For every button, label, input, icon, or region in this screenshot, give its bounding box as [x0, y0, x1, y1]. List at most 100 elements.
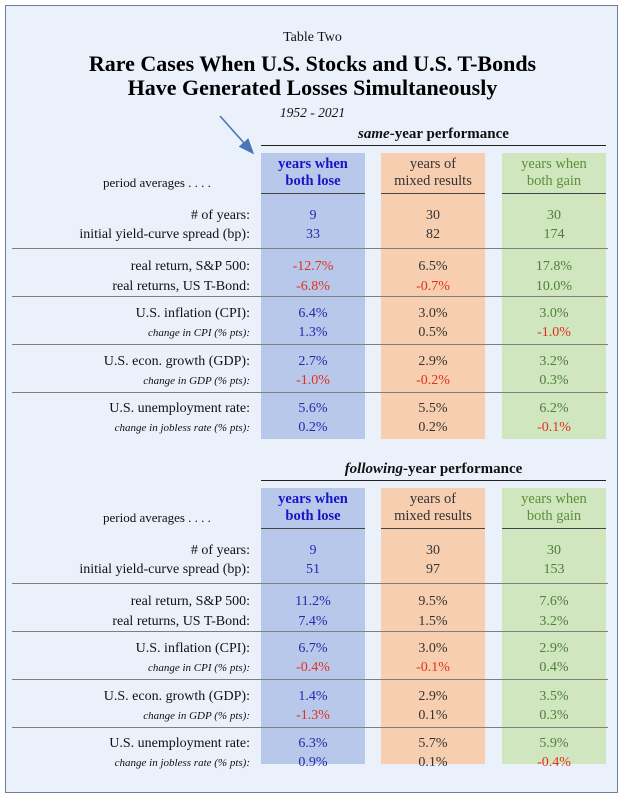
- row-label: change in CPI (% pts):: [147, 662, 250, 674]
- pointer-arrow-icon: [219, 115, 255, 155]
- cell-value: 1.3%: [298, 325, 328, 340]
- cell-value: 0.1%: [418, 708, 448, 723]
- section-title: same-year performance: [261, 126, 606, 146]
- row-separator: [12, 296, 608, 297]
- cell-value: 0.3%: [539, 708, 569, 723]
- cell-value: 6.2%: [539, 401, 569, 416]
- column-bg-1: [261, 488, 365, 764]
- cell-value: 0.5%: [418, 325, 448, 340]
- cell-value: -0.7%: [416, 279, 450, 294]
- cell-value: 51: [306, 562, 320, 577]
- column-header-2: years of mixed results: [381, 156, 485, 190]
- cell-value: 3.2%: [539, 354, 569, 369]
- cell-value: 0.2%: [298, 420, 328, 435]
- row-label: change in jobless rate (% pts):: [114, 422, 250, 434]
- cell-value: 2.9%: [539, 641, 569, 656]
- column-bg-2: [381, 488, 485, 764]
- cell-value: -0.1%: [416, 660, 450, 675]
- row-label: # of years:: [190, 208, 250, 223]
- cell-value: 30: [547, 543, 561, 558]
- cell-value: 0.9%: [298, 755, 328, 770]
- cell-value: -0.4%: [296, 660, 330, 675]
- column-header-line2: both gain: [526, 173, 582, 189]
- row-separator: [12, 248, 608, 249]
- row-label: U.S. unemployment rate:: [109, 736, 250, 751]
- cell-value: -1.3%: [296, 708, 330, 723]
- column-header-line1: years when: [278, 491, 348, 507]
- column-header-2: years of mixed results: [381, 491, 485, 525]
- section-title-rest: -year performance: [403, 461, 523, 477]
- row-separator: [12, 392, 608, 393]
- column-header-line2: mixed results: [394, 508, 472, 524]
- column-header-line1: years of: [409, 156, 457, 172]
- cell-value: 6.3%: [298, 736, 328, 751]
- cell-value: 153: [543, 562, 565, 577]
- year-range: 1952 - 2021: [279, 105, 346, 120]
- cell-value: 11.2%: [295, 594, 331, 609]
- column-header-line2: both gain: [526, 508, 582, 524]
- column-header-underline: [381, 528, 485, 529]
- period-averages-label: period averages . . . .: [103, 510, 211, 525]
- cell-value: 1.4%: [298, 689, 328, 704]
- cell-value: 0.4%: [539, 660, 569, 675]
- cell-value: -0.1%: [537, 420, 571, 435]
- column-header-1: years when both lose: [261, 491, 365, 525]
- cell-value: -12.7%: [292, 259, 334, 274]
- cell-value: 7.4%: [298, 614, 328, 629]
- cell-value: 2.9%: [418, 689, 448, 704]
- page-title-line1: Rare Cases When U.S. Stocks and U.S. T-B…: [88, 51, 537, 76]
- page-title-line2: Have Generated Losses Simultaneously: [127, 75, 498, 100]
- table-label: Table Two: [283, 30, 342, 45]
- column-header-line2: mixed results: [394, 173, 472, 189]
- cell-value: 5.6%: [298, 401, 328, 416]
- period-averages-label: period averages . . . .: [103, 175, 211, 190]
- column-header-underline: [502, 193, 606, 194]
- cell-value: 33: [306, 227, 320, 242]
- column-header-3: years when both gain: [502, 491, 606, 525]
- cell-value: -0.2%: [416, 373, 450, 388]
- cell-value: 174: [543, 227, 565, 242]
- cell-value: 0.3%: [539, 373, 569, 388]
- cell-value: 1.5%: [418, 614, 448, 629]
- cell-value: 3.0%: [418, 306, 448, 321]
- cell-value: 82: [426, 227, 440, 242]
- table-page: Table Two Rare Cases When U.S. Stocks an…: [5, 5, 618, 793]
- column-header-line2: both lose: [285, 508, 341, 524]
- column-header-line2: both lose: [285, 173, 341, 189]
- cell-value: 30: [426, 208, 440, 223]
- row-label: U.S. econ. growth (GDP):: [103, 354, 250, 369]
- cell-value: 0.2%: [418, 420, 448, 435]
- row-label: U.S. unemployment rate:: [109, 401, 250, 416]
- section-title-emphasis: following: [344, 461, 404, 477]
- section-title: following-year performance: [261, 461, 606, 481]
- cell-value: 2.9%: [418, 354, 448, 369]
- row-label: change in CPI (% pts):: [147, 327, 250, 339]
- row-label: real return, S&P 500:: [130, 594, 250, 609]
- cell-value: 3.5%: [539, 689, 569, 704]
- column-header-1: years when both lose: [261, 156, 365, 190]
- cell-value: 30: [426, 543, 440, 558]
- column-header-3: years when both gain: [502, 156, 606, 190]
- row-label: U.S. econ. growth (GDP):: [103, 689, 250, 704]
- cell-value: 0.1%: [418, 755, 448, 770]
- row-label: initial yield-curve spread (bp):: [79, 562, 250, 577]
- cell-value: 3.0%: [539, 306, 569, 321]
- section-title-rest: -year performance: [389, 126, 509, 142]
- cell-value: 10.0%: [535, 279, 573, 294]
- row-label: # of years:: [190, 543, 250, 558]
- column-header-line1: years when: [521, 156, 587, 172]
- row-separator: [12, 583, 608, 584]
- row-label: U.S. inflation (CPI):: [135, 641, 250, 656]
- cell-value: 5.7%: [418, 736, 448, 751]
- column-header-underline: [381, 193, 485, 194]
- row-label: change in GDP (% pts):: [143, 710, 250, 722]
- cell-value: 17.8%: [535, 259, 573, 274]
- row-label: change in GDP (% pts):: [143, 375, 250, 387]
- column-header-underline: [502, 528, 606, 529]
- row-label: U.S. inflation (CPI):: [135, 306, 250, 321]
- cell-value: 97: [426, 562, 440, 577]
- row-label: real return, S&P 500:: [130, 259, 250, 274]
- column-header-underline: [261, 193, 365, 194]
- cell-value: 30: [547, 208, 561, 223]
- row-separator: [12, 631, 608, 632]
